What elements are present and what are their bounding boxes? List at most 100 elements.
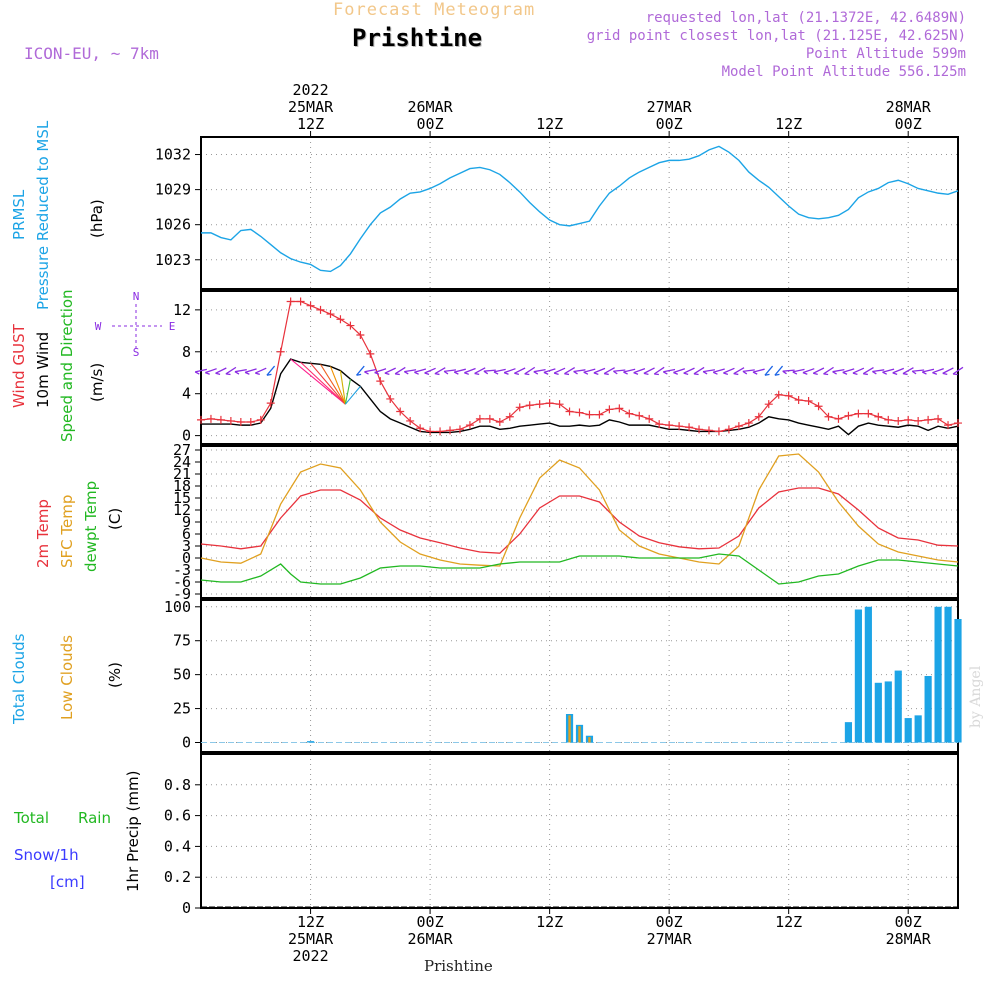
wind-direction-arrow — [543, 368, 556, 375]
y-tick-label: 1029 — [155, 181, 191, 199]
compass-e: E — [169, 320, 176, 333]
wind-gust-marker — [266, 399, 275, 408]
wind-gust-marker — [525, 401, 534, 410]
y-tick-label: 3 — [182, 537, 191, 555]
bottom-time-label: 25MAR — [288, 930, 334, 948]
wind-gust-marker — [894, 416, 903, 425]
wind-gust-marker — [446, 426, 455, 435]
wind-gust-marker — [834, 414, 843, 423]
wind-gust-marker — [416, 424, 425, 433]
total-cloud-bar — [954, 619, 962, 743]
wind-direction-arrow — [623, 368, 636, 375]
total-cloud-bar — [944, 606, 952, 743]
bottom-time-label: 00Z — [417, 913, 444, 931]
wind-direction-arrow — [434, 367, 446, 376]
wind-direction-arrow — [683, 367, 695, 376]
bottom-time-label: 00Z — [656, 913, 683, 931]
wind-gust-marker — [475, 414, 484, 423]
wind-gust-marker — [595, 410, 604, 419]
total-cloud-bar — [914, 715, 922, 743]
wind-gust-marker — [794, 395, 803, 404]
total-cloud-bar — [904, 718, 912, 743]
wind-gust-marker — [675, 422, 684, 431]
y-tick-label: 12 — [173, 301, 191, 319]
y-tick-label: 25 — [173, 700, 191, 718]
wind-direction-arrow — [882, 368, 895, 375]
y-tick-label: 0 — [182, 549, 191, 567]
legend-rain: Rain — [78, 809, 111, 827]
wind-gust-marker — [465, 421, 474, 430]
wind-gust-marker — [276, 347, 285, 356]
y-tick-label: -3 — [173, 561, 191, 579]
wind-gust-marker — [914, 416, 923, 425]
y-tick-label: 21 — [173, 465, 191, 483]
wind-gust-marker — [426, 427, 435, 436]
wind-direction-arrow — [603, 367, 615, 376]
wind-direction-arrow — [742, 369, 755, 375]
wind-direction-arrow — [564, 366, 576, 376]
wind-direction-arrow — [205, 368, 217, 375]
y-tick-label: -9 — [173, 585, 191, 603]
wind-10m-line — [201, 358, 959, 436]
wind-direction-arrow — [842, 368, 855, 375]
y-tick-label: 18 — [173, 477, 191, 495]
wind-gust-marker — [386, 394, 395, 403]
compass-w: W — [95, 320, 102, 333]
wind-direction-arrow — [892, 367, 905, 375]
wind-direction-arrow — [653, 366, 665, 376]
total-cloud-bar — [854, 609, 862, 743]
wind-direction-arrow — [852, 367, 865, 375]
wind-direction-arrow — [453, 368, 466, 375]
bottom-time-label: 12Z — [297, 913, 324, 931]
wind-vector — [300, 361, 346, 405]
wind-direction-arrow — [194, 368, 208, 375]
wind-direction-arrow — [764, 365, 774, 376]
total-cloud-bar — [934, 606, 942, 743]
wind-gust-marker — [505, 412, 514, 421]
wind-direction-arrow — [553, 367, 566, 375]
bottom-time-label: 00Z — [895, 913, 922, 931]
temp-sfc-line — [200, 453, 959, 567]
panel-frame — [200, 136, 959, 290]
wind-gust-marker — [495, 417, 504, 426]
wind-direction-arrow — [503, 368, 516, 375]
wind-gust-marker — [774, 390, 783, 399]
wind-gust-marker — [346, 321, 355, 330]
top-time-label: 28MAR — [886, 98, 932, 116]
wind-gust-marker — [625, 409, 634, 418]
wind-direction-arrow — [911, 369, 925, 375]
y-tick-label: 1023 — [155, 251, 191, 269]
y-tick-label: 24 — [173, 453, 191, 471]
wind-gust-marker — [714, 427, 723, 436]
y-tick-label: 4 — [182, 385, 191, 403]
y-tick-label: 9 — [182, 513, 191, 531]
wind-gust-marker — [635, 411, 644, 420]
top-time-label: 26MAR — [408, 98, 454, 116]
wind-gust-marker — [695, 425, 704, 434]
top-time-label: 12Z — [297, 115, 324, 133]
panel-frame — [200, 753, 959, 909]
wind-direction-arrow — [693, 366, 705, 376]
wind-gust-marker — [396, 407, 405, 416]
wind-direction-arrow — [255, 367, 267, 375]
panel-frame — [200, 290, 959, 445]
wind-gust-marker — [744, 419, 753, 428]
wind-gust-marker — [824, 412, 833, 421]
wind-direction-arrow — [952, 366, 964, 376]
wind-direction-arrow — [932, 367, 944, 375]
compass-n: N — [133, 290, 140, 303]
wind-gust-marker — [934, 414, 943, 423]
wind-direction-arrow — [921, 368, 935, 375]
wind-gust-marker — [844, 411, 853, 420]
grid-point-coords: grid point closest lon,lat (21.125E, 42.… — [586, 28, 966, 44]
wind-gust-marker — [406, 416, 415, 425]
y-tick-label: 0 — [182, 734, 191, 752]
wind-direction-arrow — [414, 368, 427, 375]
low-cloud-bar — [578, 726, 581, 743]
y-tick-label: 1026 — [155, 216, 191, 234]
wind-direction-arrow — [823, 366, 834, 376]
wind-gust-marker — [954, 419, 962, 428]
wind-direction-arrow — [702, 369, 716, 375]
y-tick-label: 8 — [182, 343, 191, 361]
